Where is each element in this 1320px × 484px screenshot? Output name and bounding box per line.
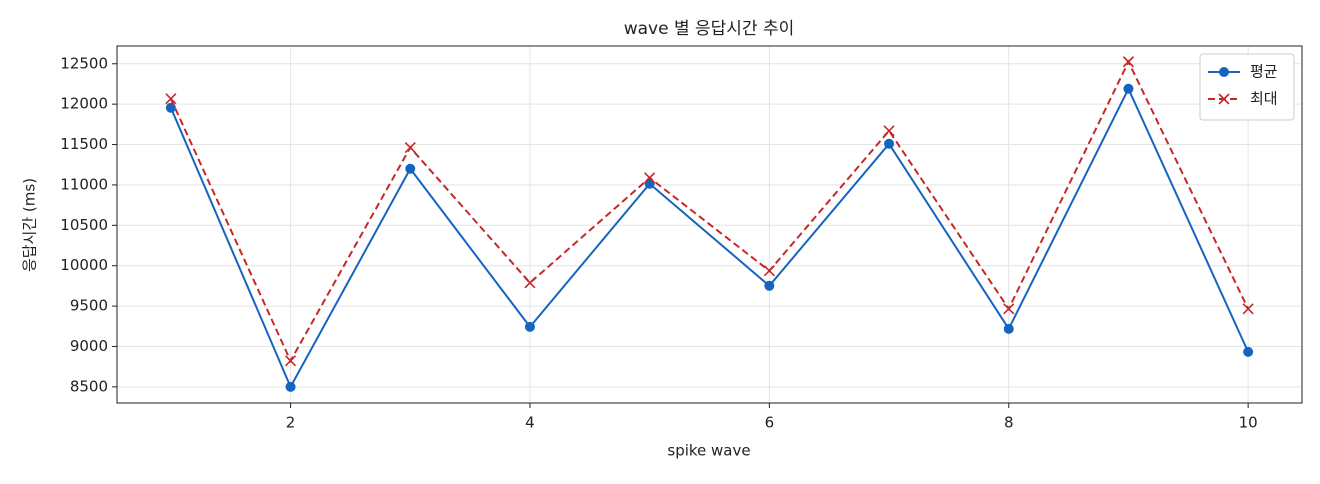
legend-marker (1218, 93, 1230, 105)
point (883, 125, 895, 137)
point (404, 141, 416, 154)
point (884, 138, 895, 149)
point (764, 280, 775, 291)
point (405, 163, 416, 174)
line (169, 86, 1250, 390)
x-axis-label: spike wave (667, 442, 750, 460)
legend-label: 평균 (1250, 63, 1278, 81)
legend-marker (1219, 67, 1229, 77)
x-tick-label: 4 (525, 414, 535, 432)
point (1003, 303, 1015, 315)
x-tick-label: 2 (286, 414, 296, 432)
x-tick-label: 6 (765, 414, 775, 432)
y-tick-label: 10000 (60, 256, 108, 274)
y-axis-label: 응답시간 (ms) (21, 178, 39, 272)
legend-box (1199, 53, 1295, 121)
point (284, 355, 297, 367)
point (524, 321, 535, 332)
point (1243, 346, 1254, 357)
y-tick-label: 11000 (60, 175, 108, 193)
chart-title: wave 별 응답시간 추이 (624, 19, 795, 39)
legend-label: 최대 (1250, 90, 1278, 108)
plot-frame (116, 45, 1303, 404)
point (524, 277, 536, 289)
y-tick-label: 12000 (60, 95, 108, 113)
x-tick-label: 8 (1004, 414, 1014, 432)
y-tick-label: 10500 (60, 216, 108, 234)
point (165, 93, 177, 105)
point (1242, 303, 1254, 315)
y-tick-label: 8500 (70, 377, 108, 395)
y-tick-label: 9000 (70, 337, 108, 355)
point (1122, 56, 1135, 68)
x-tick-label: 10 (1239, 414, 1258, 432)
point (763, 265, 775, 277)
line (169, 59, 1250, 364)
point (1123, 83, 1134, 94)
point (644, 172, 656, 184)
y-tick-label: 12500 (60, 54, 108, 72)
point (285, 381, 296, 392)
y-tick-label: 9500 (70, 297, 108, 315)
point (1003, 323, 1014, 334)
y-tick-label: 11500 (60, 135, 108, 153)
